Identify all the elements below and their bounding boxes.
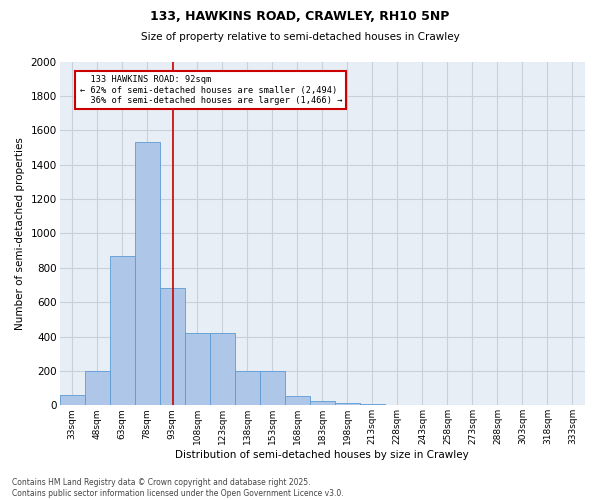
Bar (210, 333, 235, 406)
Bar (260, 371, 285, 406)
Bar (160, 288, 185, 406)
Bar (335, 402, 360, 406)
Bar (310, 401, 335, 406)
Text: 133, HAWKINS ROAD, CRAWLEY, RH10 5NP: 133, HAWKINS ROAD, CRAWLEY, RH10 5NP (151, 10, 449, 23)
X-axis label: Distribution of semi-detached houses by size in Crawley: Distribution of semi-detached houses by … (175, 450, 469, 460)
Bar (134, 142, 160, 406)
Text: 133 HAWKINS ROAD: 92sqm
← 62% of semi-detached houses are smaller (2,494)
  36% : 133 HAWKINS ROAD: 92sqm ← 62% of semi-de… (80, 76, 342, 105)
Bar (235, 371, 260, 406)
Bar (85, 371, 110, 406)
Bar (110, 256, 134, 406)
Text: Size of property relative to semi-detached houses in Crawley: Size of property relative to semi-detach… (140, 32, 460, 42)
Bar (285, 396, 310, 406)
Bar (59, 395, 85, 406)
Bar (185, 333, 210, 406)
Bar (360, 404, 385, 406)
Text: Contains HM Land Registry data © Crown copyright and database right 2025.
Contai: Contains HM Land Registry data © Crown c… (12, 478, 344, 498)
Y-axis label: Number of semi-detached properties: Number of semi-detached properties (15, 137, 25, 330)
